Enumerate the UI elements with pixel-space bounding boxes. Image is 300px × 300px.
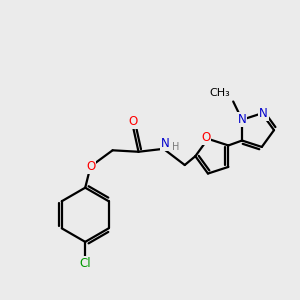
- Text: N: N: [259, 107, 268, 120]
- Text: CH₃: CH₃: [210, 88, 230, 98]
- Text: O: O: [129, 115, 138, 128]
- Text: H: H: [172, 142, 180, 152]
- Text: N: N: [238, 113, 246, 126]
- Text: Cl: Cl: [80, 256, 91, 270]
- Text: N: N: [160, 137, 169, 150]
- Text: O: O: [201, 131, 210, 144]
- Text: O: O: [86, 160, 95, 173]
